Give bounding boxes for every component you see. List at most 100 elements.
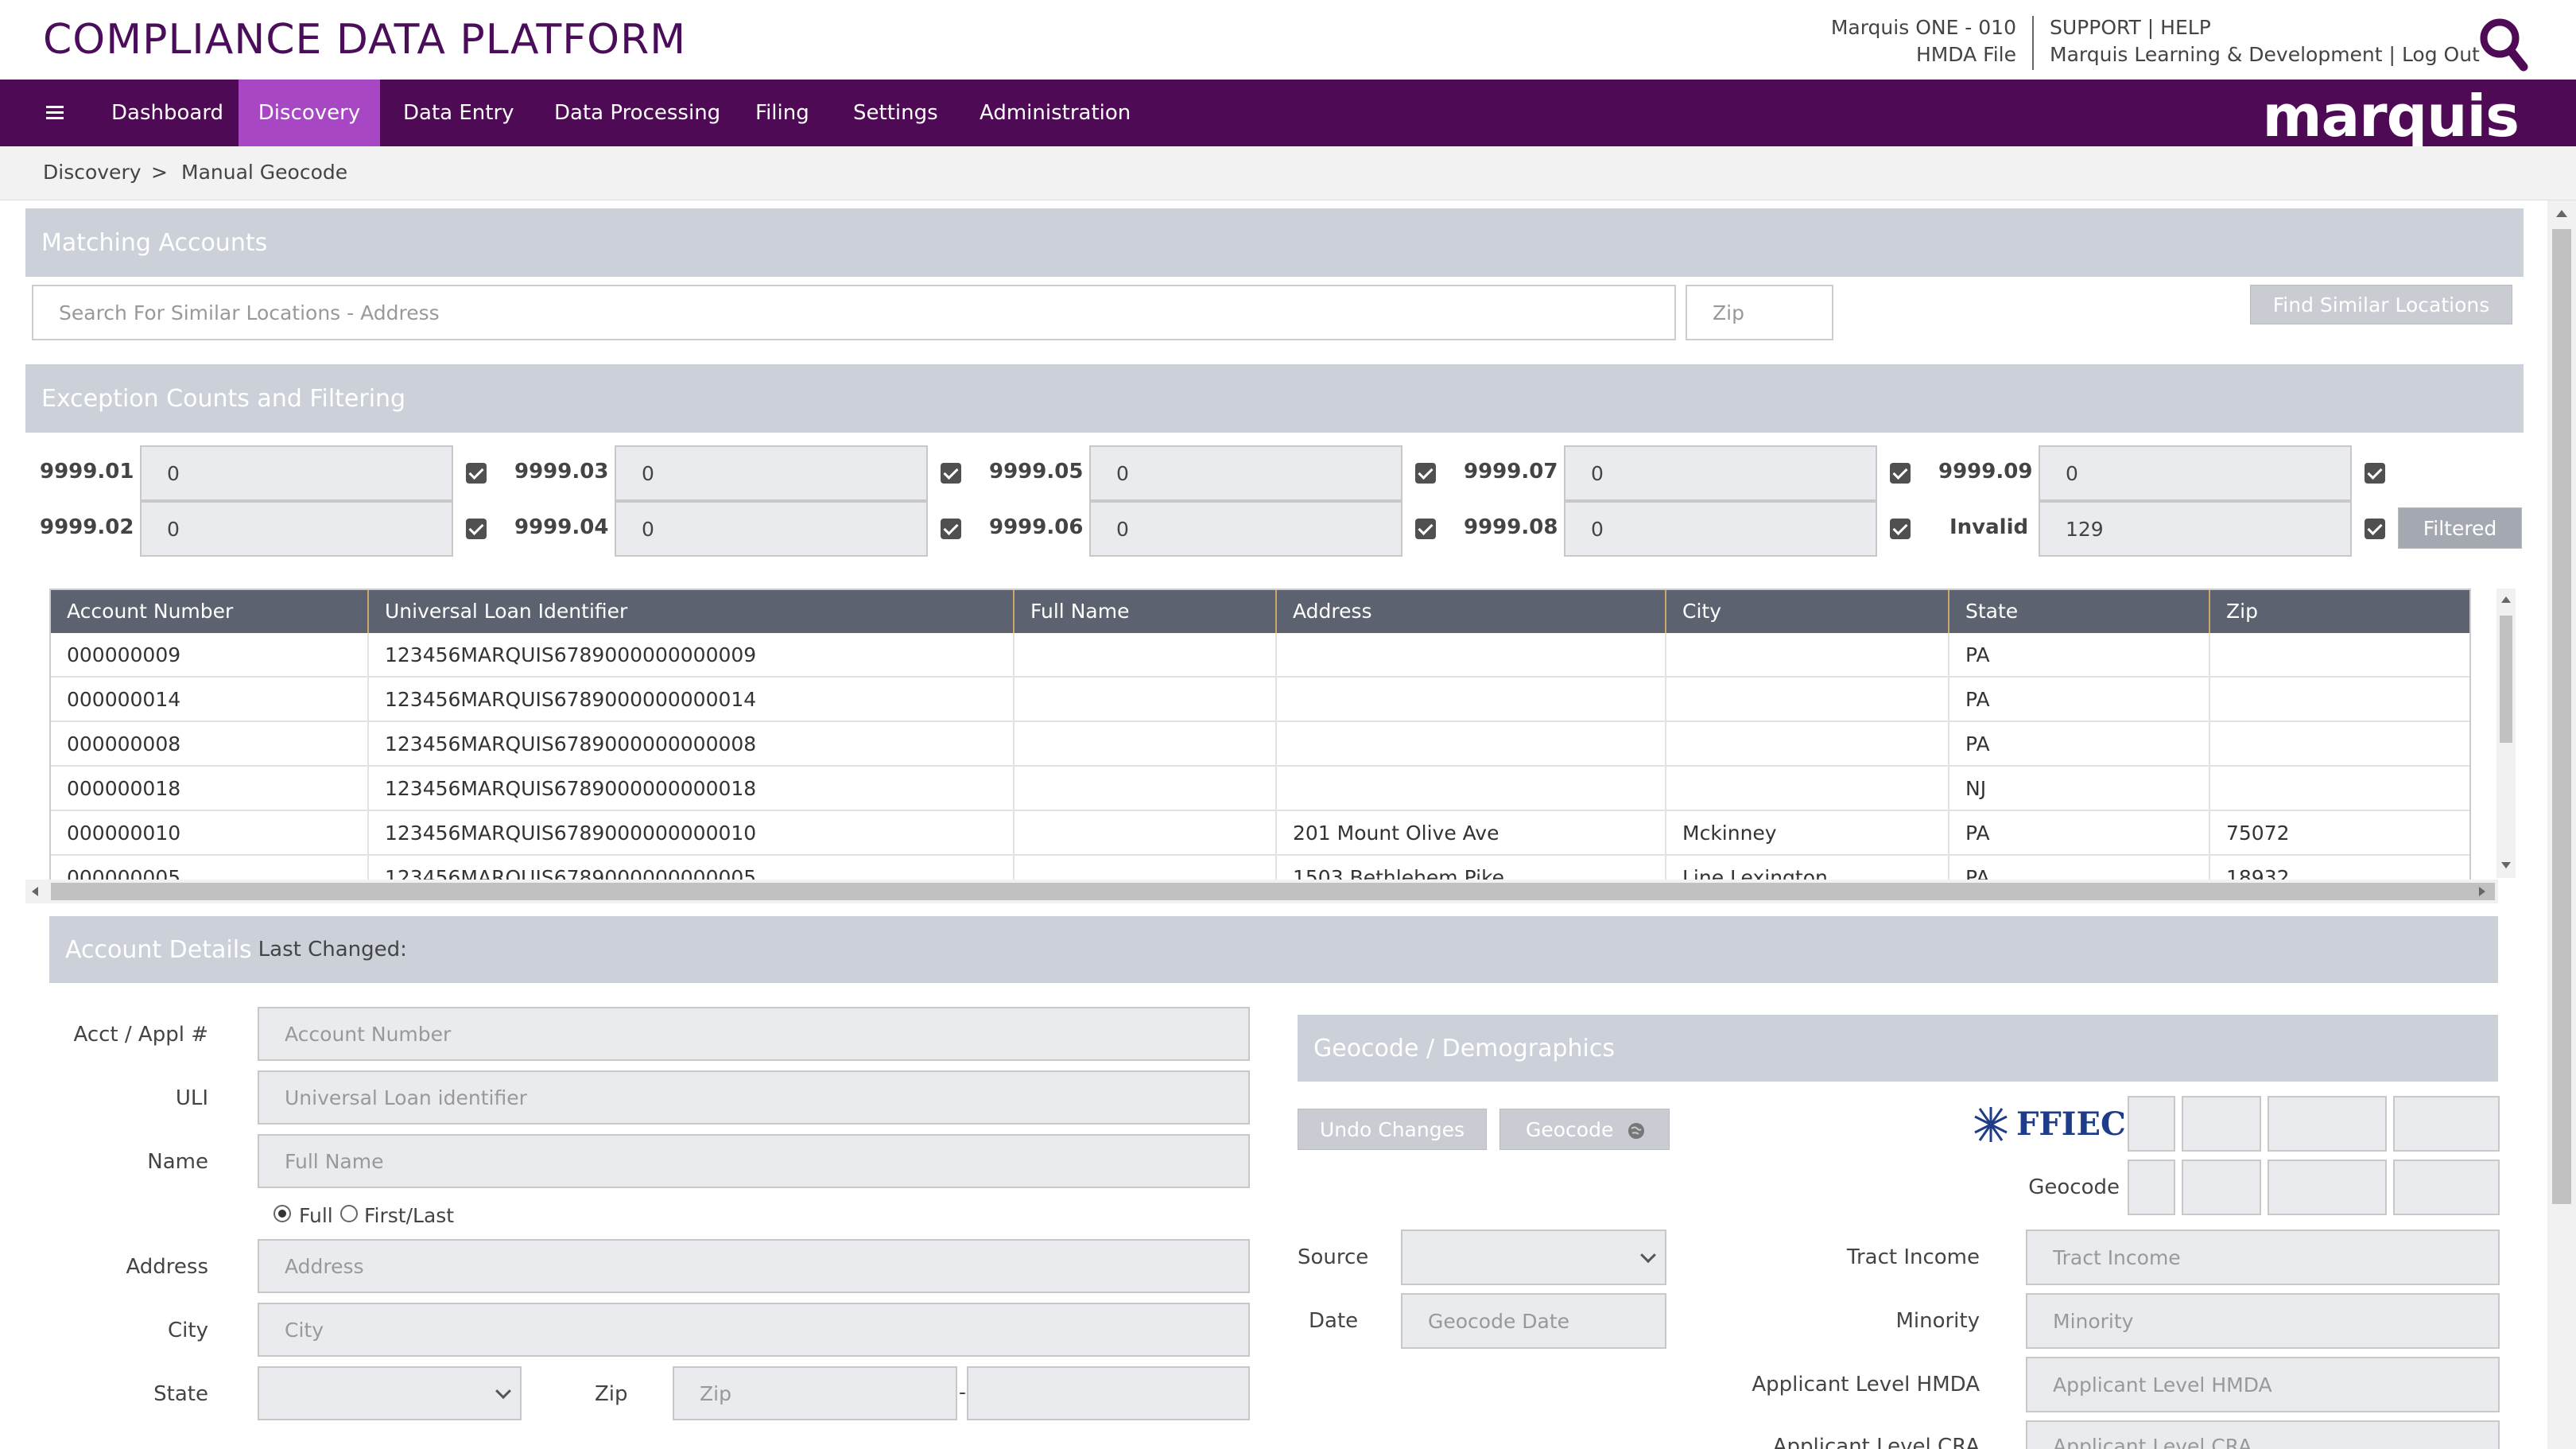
similar-zip-input[interactable]: Zip — [1686, 285, 1833, 340]
exception-filter-checkbox[interactable] — [466, 519, 487, 539]
applicant-level-cra-field[interactable]: Applicant Level CRA — [2026, 1420, 2500, 1449]
scroll-up-arrow[interactable] — [2556, 210, 2567, 217]
breadcrumb-root[interactable]: Discovery — [43, 161, 142, 184]
exception-filter-checkbox[interactable] — [1415, 519, 1436, 539]
geocode-box-county[interactable] — [2182, 1096, 2261, 1152]
uli-cell: 123456MARQUIS6789000000000008 — [367, 722, 1013, 767]
city-field[interactable]: City — [258, 1303, 1250, 1357]
exception-filter-checkbox[interactable] — [1890, 463, 1911, 484]
geocode-box-state-2[interactable] — [2128, 1160, 2175, 1215]
column-header[interactable]: Account Number — [67, 600, 234, 623]
minority-field[interactable]: Minority — [2026, 1293, 2500, 1349]
scrollbar-thumb[interactable] — [2552, 229, 2571, 1204]
zip-cell — [2209, 678, 2469, 722]
exception-code: 9999.07 — [1464, 460, 1558, 484]
undo-changes-button[interactable]: Undo Changes — [1298, 1109, 1487, 1150]
exception-count-field[interactable]: 0 — [2039, 445, 2352, 501]
nav-data-processing[interactable]: Data Processing — [554, 101, 721, 125]
table-horizontal-scrollbar[interactable] — [25, 880, 2498, 903]
column-header[interactable]: City — [1665, 590, 1948, 633]
page-vertical-scrollbar[interactable] — [2547, 200, 2576, 1449]
exception-filter-checkbox[interactable] — [1415, 463, 1436, 484]
exception-count-field[interactable]: 0 — [1564, 501, 1877, 557]
table-row[interactable]: 000000018 123456MARQUIS6789000000000018 … — [51, 767, 2469, 811]
name-firstlast-radio[interactable] — [340, 1205, 358, 1222]
full-name-cell — [1013, 633, 1275, 678]
zip-field[interactable]: Zip — [673, 1366, 957, 1420]
geocode-date-field[interactable]: Geocode Date — [1401, 1293, 1666, 1349]
nav-administration[interactable]: Administration — [980, 101, 1131, 125]
table-row[interactable]: 000000008 123456MARQUIS6789000000000008 … — [51, 722, 2469, 767]
scrollbar-thumb[interactable] — [51, 883, 2495, 900]
geocode-box-county-2[interactable] — [2182, 1160, 2261, 1215]
exception-count-field[interactable]: 0 — [1089, 501, 1402, 557]
geocode-box-msa-2[interactable] — [2393, 1160, 2500, 1215]
nav-settings[interactable]: Settings — [853, 101, 938, 125]
table-row[interactable]: 000000005 123456MARQUIS6789000000000005 … — [51, 856, 2469, 880]
state-select[interactable] — [258, 1366, 522, 1420]
scroll-right-arrow[interactable] — [2479, 887, 2485, 896]
geocode-box-msa[interactable] — [2393, 1096, 2500, 1152]
table-row[interactable]: 000000010 123456MARQUIS6789000000000010 … — [51, 811, 2469, 856]
column-header[interactable]: State — [1948, 590, 2209, 633]
exception-count-field[interactable]: 0 — [615, 445, 928, 501]
geocode-box-tract-2[interactable] — [2268, 1160, 2387, 1215]
scroll-left-arrow[interactable] — [32, 887, 38, 896]
nav-data-entry[interactable]: Data Entry — [403, 101, 514, 125]
city-cell — [1665, 633, 1948, 678]
exception-filter-checkbox[interactable] — [941, 463, 961, 484]
logout-link[interactable]: Log Out — [2401, 43, 2480, 66]
exception-count-field[interactable]: 0 — [140, 501, 453, 557]
help-link[interactable]: HELP — [2160, 16, 2211, 39]
nav-discovery[interactable]: Discovery — [239, 80, 380, 146]
account-details-header: Account Details Last Changed: — [49, 916, 2498, 983]
exception-count-field[interactable]: 0 — [1089, 445, 1402, 501]
exception-count-field[interactable]: 0 — [140, 445, 453, 501]
tract-income-field[interactable]: Tract Income — [2026, 1230, 2500, 1285]
column-header[interactable]: Address — [1275, 590, 1665, 633]
geocode-box-tract[interactable] — [2268, 1096, 2387, 1152]
geocode-box-state[interactable] — [2128, 1096, 2175, 1152]
table-header: Account Number Universal Loan Identifier… — [51, 590, 2469, 633]
geocode-button[interactable]: Geocode — [1499, 1109, 1670, 1150]
column-header[interactable]: Zip — [2209, 590, 2469, 633]
search-icon[interactable] — [2477, 16, 2530, 73]
column-header[interactable]: Full Name — [1013, 590, 1275, 633]
nav-dashboard[interactable]: Dashboard — [111, 101, 224, 125]
exception-counts-header: Exception Counts and Filtering — [25, 364, 2524, 433]
account-number-field[interactable]: Account Number — [258, 1007, 1250, 1061]
table-vertical-scrollbar[interactable] — [2496, 589, 2516, 878]
filtered-button[interactable]: Filtered — [2398, 507, 2522, 549]
exception-filter-checkbox[interactable] — [941, 519, 961, 539]
address-field[interactable]: Address — [258, 1239, 1250, 1293]
similar-address-input[interactable]: Search For Similar Locations - Address — [32, 285, 1676, 340]
name-full-radio[interactable] — [274, 1205, 291, 1222]
uli-field[interactable]: Universal Loan identifier — [258, 1070, 1250, 1125]
exception-filter-checkbox[interactable] — [466, 463, 487, 484]
support-link[interactable]: SUPPORT — [2050, 16, 2141, 39]
account-number-cell: 000000018 — [67, 777, 181, 800]
scrollbar-thumb[interactable] — [2500, 616, 2512, 743]
exception-count-field[interactable]: 0 — [615, 501, 928, 557]
table-row[interactable]: 000000009 123456MARQUIS6789000000000009 … — [51, 633, 2469, 678]
exception-count-field[interactable]: 129 — [2039, 501, 2352, 557]
exception-filter-checkbox[interactable] — [2365, 463, 2385, 484]
exception-code: 9999.08 — [1464, 515, 1558, 539]
table-row[interactable]: 000000014 123456MARQUIS6789000000000014 … — [51, 678, 2469, 722]
nav-filing[interactable]: Filing — [755, 101, 809, 125]
full-name-field[interactable]: Full Name — [258, 1134, 1250, 1188]
source-label: Source — [1298, 1245, 1369, 1269]
exception-filter-checkbox[interactable] — [1890, 519, 1911, 539]
hamburger-icon[interactable] — [45, 102, 67, 124]
column-header[interactable]: Universal Loan Identifier — [367, 590, 1013, 633]
applicant-level-hmda-field[interactable]: Applicant Level HMDA — [2026, 1357, 2500, 1412]
source-select[interactable] — [1401, 1230, 1666, 1285]
scroll-down-arrow[interactable] — [2501, 862, 2511, 868]
breadcrumb-separator: > — [151, 161, 168, 184]
find-similar-locations-button[interactable]: Find Similar Locations — [2250, 285, 2512, 324]
scroll-up-arrow[interactable] — [2501, 596, 2511, 603]
zip-plus4-field[interactable] — [967, 1366, 1250, 1420]
exception-count-field[interactable]: 0 — [1564, 445, 1877, 501]
star-icon — [1974, 1107, 2008, 1142]
exception-filter-checkbox[interactable] — [2365, 519, 2385, 539]
